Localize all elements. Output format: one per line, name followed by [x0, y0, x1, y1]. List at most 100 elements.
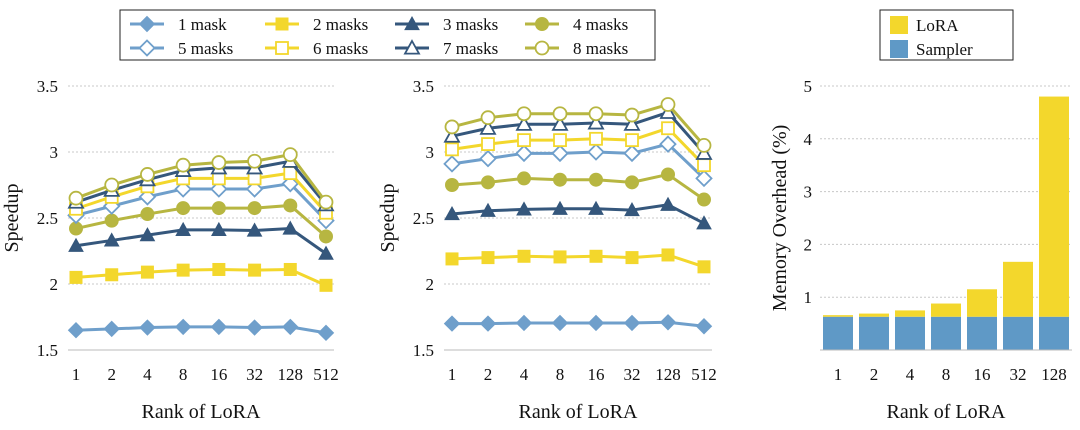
- bar-sampler-rank-128: [1039, 316, 1069, 350]
- data-point: [660, 196, 676, 211]
- bar-lora-rank-4: [895, 310, 925, 317]
- legend-marker-icon: [403, 39, 421, 55]
- data-point: [552, 106, 568, 122]
- data-point: [445, 252, 459, 266]
- data-point: [283, 166, 298, 181]
- legend-label: 1 mask: [178, 15, 227, 34]
- x-tick-label: 32: [246, 365, 263, 384]
- legend-marker-icon: [275, 17, 289, 31]
- bar-sampler-rank-2: [859, 316, 889, 350]
- series-3-masks: [444, 196, 712, 230]
- data-point: [283, 262, 297, 276]
- bar-lora-rank-32: [1003, 261, 1033, 317]
- data-point: [247, 153, 262, 169]
- data-point: [480, 110, 496, 126]
- y-tick-label: 1.5: [37, 341, 58, 360]
- x-tick-label: 2: [870, 365, 879, 384]
- data-point: [623, 314, 641, 332]
- y-tick-label: 2: [50, 275, 59, 294]
- series-4-masks: [69, 198, 333, 244]
- x-tick-label: 4: [906, 365, 915, 384]
- data-point: [517, 133, 531, 148]
- data-point: [319, 278, 333, 292]
- data-point: [695, 169, 713, 188]
- y-tick-labels: 1.5 2 2.5 3 3.5: [37, 77, 58, 360]
- x-tick-label: 1: [448, 365, 457, 384]
- data-point: [104, 177, 120, 193]
- x-tick-label: 1: [72, 365, 81, 384]
- data-point: [248, 263, 262, 277]
- legend-marker-icon: [534, 40, 550, 56]
- y-axis-label: Speedup: [1, 184, 23, 253]
- data-point: [516, 201, 532, 216]
- bar-lora-rank-1: [823, 315, 853, 317]
- data-point: [140, 265, 154, 279]
- legend-label: 7 masks: [443, 39, 498, 58]
- series-1-masks: [67, 318, 335, 342]
- bar-lora-rank-2: [859, 313, 889, 317]
- bar-sampler-rank-8: [931, 316, 961, 350]
- x-tick-label: 4: [143, 365, 152, 384]
- bar-sampler-rank-16: [967, 316, 997, 350]
- data-point: [210, 318, 228, 336]
- series-8-masks: [68, 147, 334, 210]
- series-2-masks: [69, 262, 333, 292]
- data-point: [176, 263, 190, 277]
- data-point: [318, 194, 334, 210]
- data-point: [67, 321, 85, 339]
- data-point: [176, 201, 191, 216]
- grid-lines: [820, 85, 1072, 298]
- legend-label: 4 masks: [573, 15, 628, 34]
- speedup-chart-left: 1.5 2 2.5 3 3.5 1 2 4 8 16 32 128 512 Speedup Rank …: [1, 77, 339, 423]
- y-tick-label: 3: [50, 143, 59, 162]
- bar-lora-rank-16: [967, 289, 997, 317]
- y-tick-label: 3.5: [37, 77, 58, 96]
- data-point: [105, 268, 119, 282]
- data-point: [659, 314, 677, 331]
- data-point: [479, 315, 497, 332]
- data-point: [515, 144, 533, 163]
- data-point: [551, 314, 569, 332]
- x-tick-label: 128: [278, 365, 304, 384]
- y-tick-label: 2: [426, 275, 435, 294]
- data-point: [697, 158, 711, 173]
- x-axis-label: Rank of LoRA: [519, 401, 638, 423]
- data-point: [697, 260, 711, 274]
- legend-label: 2 masks: [313, 15, 368, 34]
- series-4-masks: [445, 167, 711, 207]
- data-point: [624, 107, 640, 123]
- data-point: [589, 131, 603, 146]
- y-tick-label: 1.5: [413, 341, 434, 360]
- data-point: [211, 221, 227, 236]
- data-point: [444, 206, 460, 221]
- data-point: [68, 237, 84, 252]
- data-point: [481, 175, 495, 190]
- data-point: [697, 192, 711, 207]
- data-point: [443, 155, 461, 173]
- data-point: [553, 250, 567, 264]
- data-point: [589, 172, 603, 187]
- data-point: [103, 320, 120, 338]
- x-tick-label: 16: [210, 365, 227, 384]
- x-tick-label: 16: [974, 365, 991, 384]
- series-group: [443, 97, 713, 335]
- data-point: [588, 200, 604, 215]
- y-tick-label: 4: [804, 130, 813, 149]
- data-point: [625, 251, 639, 265]
- x-tick-label: 16: [588, 365, 605, 384]
- data-point: [319, 229, 333, 244]
- data-point: [212, 262, 226, 276]
- legend-marker-icon: [535, 17, 549, 31]
- series-2-masks: [445, 248, 711, 274]
- y-axis-label: Memory Overhead (%): [769, 125, 791, 312]
- data-point: [551, 144, 569, 163]
- x-tick-label: 128: [1041, 365, 1067, 384]
- series-6-masks: [445, 121, 711, 173]
- y-tick-labels: 1.5 2 2.5 3 3.5: [413, 77, 434, 360]
- y-tick-label: 3: [804, 183, 813, 202]
- data-point: [443, 127, 461, 143]
- data-point: [247, 201, 262, 216]
- data-point: [103, 232, 120, 247]
- x-tick-label: 2: [484, 365, 493, 384]
- series-group: [67, 147, 335, 342]
